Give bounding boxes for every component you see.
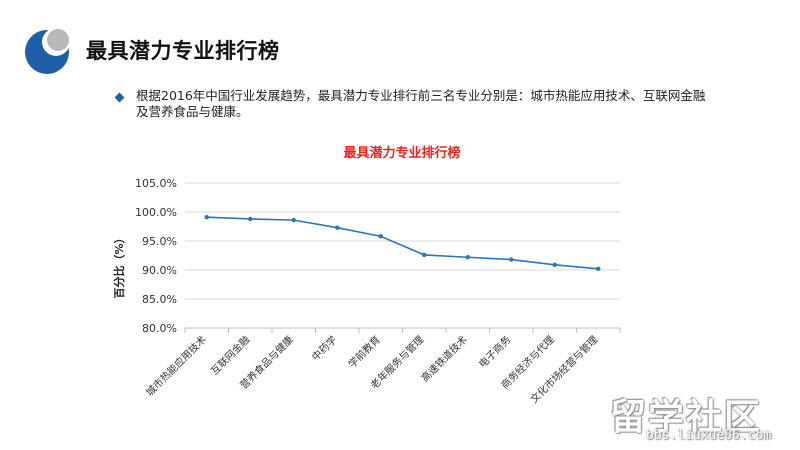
data-point xyxy=(335,225,340,230)
slide-title: 最具潜力专业排行榜 xyxy=(86,39,280,63)
x-tick-label: 城市热能应用技术 xyxy=(143,333,209,399)
x-tick-label: 互联网金融 xyxy=(208,333,253,378)
data-point xyxy=(378,234,383,239)
x-tick-label: 中药学 xyxy=(309,333,339,363)
y-tick-label: 100.0% xyxy=(135,206,177,219)
data-point xyxy=(248,216,253,222)
y-axis-label: 百分比（%） xyxy=(112,232,126,298)
data-point xyxy=(596,266,601,272)
chart-gridlines xyxy=(185,182,620,329)
bullet-text: 根据2016年中国行业发展趋势，最具潜力专业排行前三名专业分别是：城市热能应用技… xyxy=(136,88,706,119)
slide-logo xyxy=(25,28,70,74)
y-tick-label: 80.0% xyxy=(142,322,177,335)
chart-series xyxy=(204,215,601,272)
x-tick-label: 学前教育 xyxy=(345,333,382,370)
data-point xyxy=(552,262,557,267)
y-tick-label: 90.0% xyxy=(142,264,177,277)
data-point xyxy=(291,217,296,223)
watermark-url: bbs.liuxue86.com xyxy=(646,428,772,443)
bullet-point: 根据2016年中国行业发展趋势，最具潜力专业排行前三名专业分别是：城市热能应用技… xyxy=(114,88,716,120)
y-tick-label: 85.0% xyxy=(142,293,177,306)
series-line xyxy=(206,216,599,270)
data-point xyxy=(465,255,470,260)
y-tick-label: 105.0% xyxy=(135,177,177,190)
x-tick-label: 电子商务 xyxy=(476,333,513,370)
data-point xyxy=(422,252,427,258)
watermark-brand: 留学社区 xyxy=(610,397,763,438)
y-axis-ticks: 80.0% 85.0% 90.0% 95.0% 100.0% 105.0% xyxy=(135,177,177,335)
watermark: 留学社区 bbs.liuxue86.com xyxy=(610,388,800,448)
data-point xyxy=(204,215,209,220)
x-tick-label: 高速铁道技术 xyxy=(418,333,470,385)
data-point xyxy=(509,257,514,262)
chart-title: 最具潜力专业排行榜 xyxy=(343,145,460,161)
y-tick-label: 95.0% xyxy=(142,235,177,248)
